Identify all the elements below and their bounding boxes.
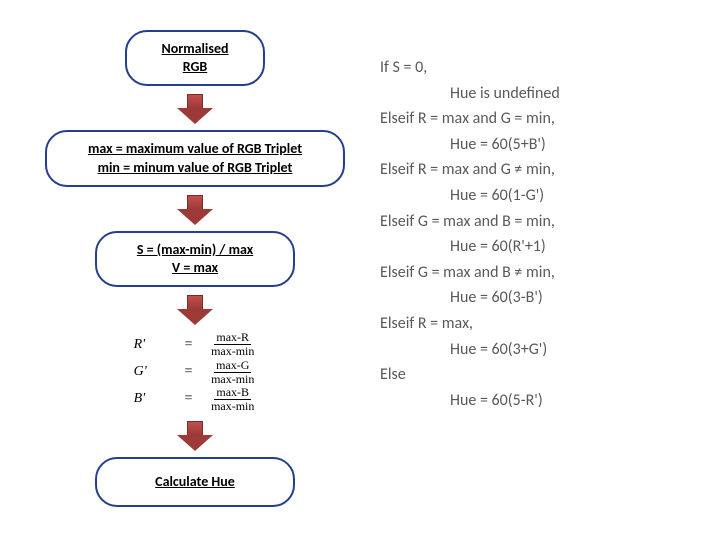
pseudocode-condition: Elseif G = max and B ≠ min, — [380, 260, 700, 286]
formula-eq: = — [184, 332, 193, 359]
arrow-down-icon — [177, 94, 213, 124]
node-text: S = (max-min) / max — [137, 241, 253, 258]
node-text: min = minum value of RGB Triplet — [98, 159, 293, 176]
pseudocode-column: If S = 0,Hue is undefinedElseif R = max … — [380, 55, 700, 413]
arrow-down-icon — [177, 421, 213, 451]
formula-row: G' = max-Gmax-min — [134, 359, 257, 386]
formula-row: B' = max-Bmax-min — [134, 386, 257, 413]
flow-node-maxmin: max = maximum value of RGB Triplet min =… — [45, 130, 345, 186]
node-text: max = maximum value of RGB Triplet — [88, 140, 302, 157]
pseudocode-result: Hue = 60(3-B') — [380, 285, 700, 311]
pseudocode-condition: If S = 0, — [380, 55, 700, 81]
formula-eq: = — [184, 386, 193, 413]
formula-eq: = — [184, 359, 193, 386]
node-text: Normalised — [161, 40, 228, 57]
flow-node-calculate-hue: Calculate Hue — [95, 457, 295, 507]
formula-fraction: max-Bmax-min — [209, 386, 256, 413]
fraction-numerator: max-G — [214, 359, 251, 373]
pseudocode-result: Hue = 60(1-G') — [380, 183, 700, 209]
fraction-denominator: max-min — [209, 400, 256, 413]
formula-lhs: R' — [134, 332, 168, 359]
pseudocode-result: Hue = 60(R'+1) — [380, 234, 700, 260]
formula-row: R' = max-Rmax-min — [134, 331, 257, 358]
formula-lhs: G' — [134, 359, 168, 386]
flow-node-sv: S = (max-min) / max V = max — [95, 231, 295, 287]
node-text: Calculate Hue — [155, 473, 235, 490]
arrow-down-icon — [177, 295, 213, 325]
pseudocode-result: Hue = 60(3+G') — [380, 337, 700, 363]
pseudocode-result: Hue = 60(5-R') — [380, 388, 700, 414]
formula-lhs: B' — [134, 386, 168, 413]
pseudocode-condition: Elseif R = max and G ≠ min, — [380, 157, 700, 183]
pseudocode-result: Hue is undefined — [380, 81, 700, 107]
pseudocode-condition: Else — [380, 362, 700, 388]
node-text: V = max — [172, 259, 218, 276]
flow-node-normalised-rgb: Normalised RGB — [125, 30, 265, 86]
fraction-denominator: max-min — [209, 373, 256, 386]
pseudocode-result: Hue = 60(5+B') — [380, 132, 700, 158]
arrow-down-icon — [177, 195, 213, 225]
pseudocode-condition: Elseif G = max and B = min, — [380, 209, 700, 235]
flowchart-column: Normalised RGB max = maximum value of RG… — [30, 30, 360, 507]
pseudocode-condition: Elseif R = max and G = min, — [380, 106, 700, 132]
formula-fraction: max-Rmax-min — [209, 331, 256, 358]
fraction-denominator: max-min — [209, 345, 256, 358]
fraction-numerator: max-R — [214, 331, 251, 345]
node-text: RGB — [183, 58, 208, 75]
fraction-numerator: max-B — [214, 386, 251, 400]
flow-formula-block: R'=max-Rmax-minG'=max-Gmax-minB'=max-Bma… — [134, 331, 257, 413]
formula-fraction: max-Gmax-min — [209, 359, 256, 386]
pseudocode-condition: Elseif R = max, — [380, 311, 700, 337]
